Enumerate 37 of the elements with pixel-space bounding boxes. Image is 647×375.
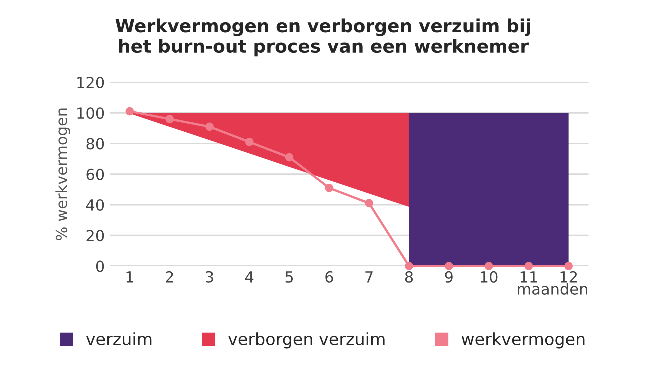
x-tick-label: 2 xyxy=(166,271,174,283)
x-tick-label: 5 xyxy=(286,272,294,283)
point xyxy=(206,122,214,132)
point xyxy=(245,138,254,146)
y-tick-label: 80 xyxy=(86,138,104,150)
legend-label: verzuim xyxy=(86,332,152,346)
y-tick-label: 0 xyxy=(96,260,104,272)
point xyxy=(285,153,294,162)
x-tick-label: 7 xyxy=(366,272,373,283)
point xyxy=(405,262,414,270)
point xyxy=(126,107,134,116)
y-tick-label: 20 xyxy=(86,230,104,242)
x-tick-label: 11 xyxy=(520,272,538,283)
point xyxy=(166,115,174,124)
y-tick-label: 100 xyxy=(78,108,104,120)
x-tick-label: 1 xyxy=(126,272,134,283)
point xyxy=(564,262,573,270)
x-axis-title: maanden xyxy=(518,283,588,295)
point xyxy=(365,199,374,208)
x-tick-label: 12 xyxy=(560,271,578,283)
point xyxy=(484,262,494,270)
y-tick-label: 40 xyxy=(86,199,104,212)
x-tick-label: 10 xyxy=(480,271,498,283)
x-tick-label: 4 xyxy=(246,272,254,283)
x-tick-label: 6 xyxy=(326,271,334,283)
point xyxy=(325,184,334,192)
x-tick-label: 9 xyxy=(445,271,453,283)
chart-title: Werkvermogen en verborgen verzuim bij het burn-out proces van een werknemer xyxy=(116,18,530,57)
y-axis-title: % werkvermogen xyxy=(56,108,70,240)
point xyxy=(444,262,454,270)
y-tick-label: 60 xyxy=(86,168,104,180)
legend-label: verborgen verzuim xyxy=(228,332,385,349)
x-tick-label: 3 xyxy=(206,271,214,283)
x-tick-label: 8 xyxy=(405,271,414,283)
legend-label: werkvermogen xyxy=(462,332,585,349)
point xyxy=(524,262,534,270)
y-tick-label: 120 xyxy=(78,76,104,89)
